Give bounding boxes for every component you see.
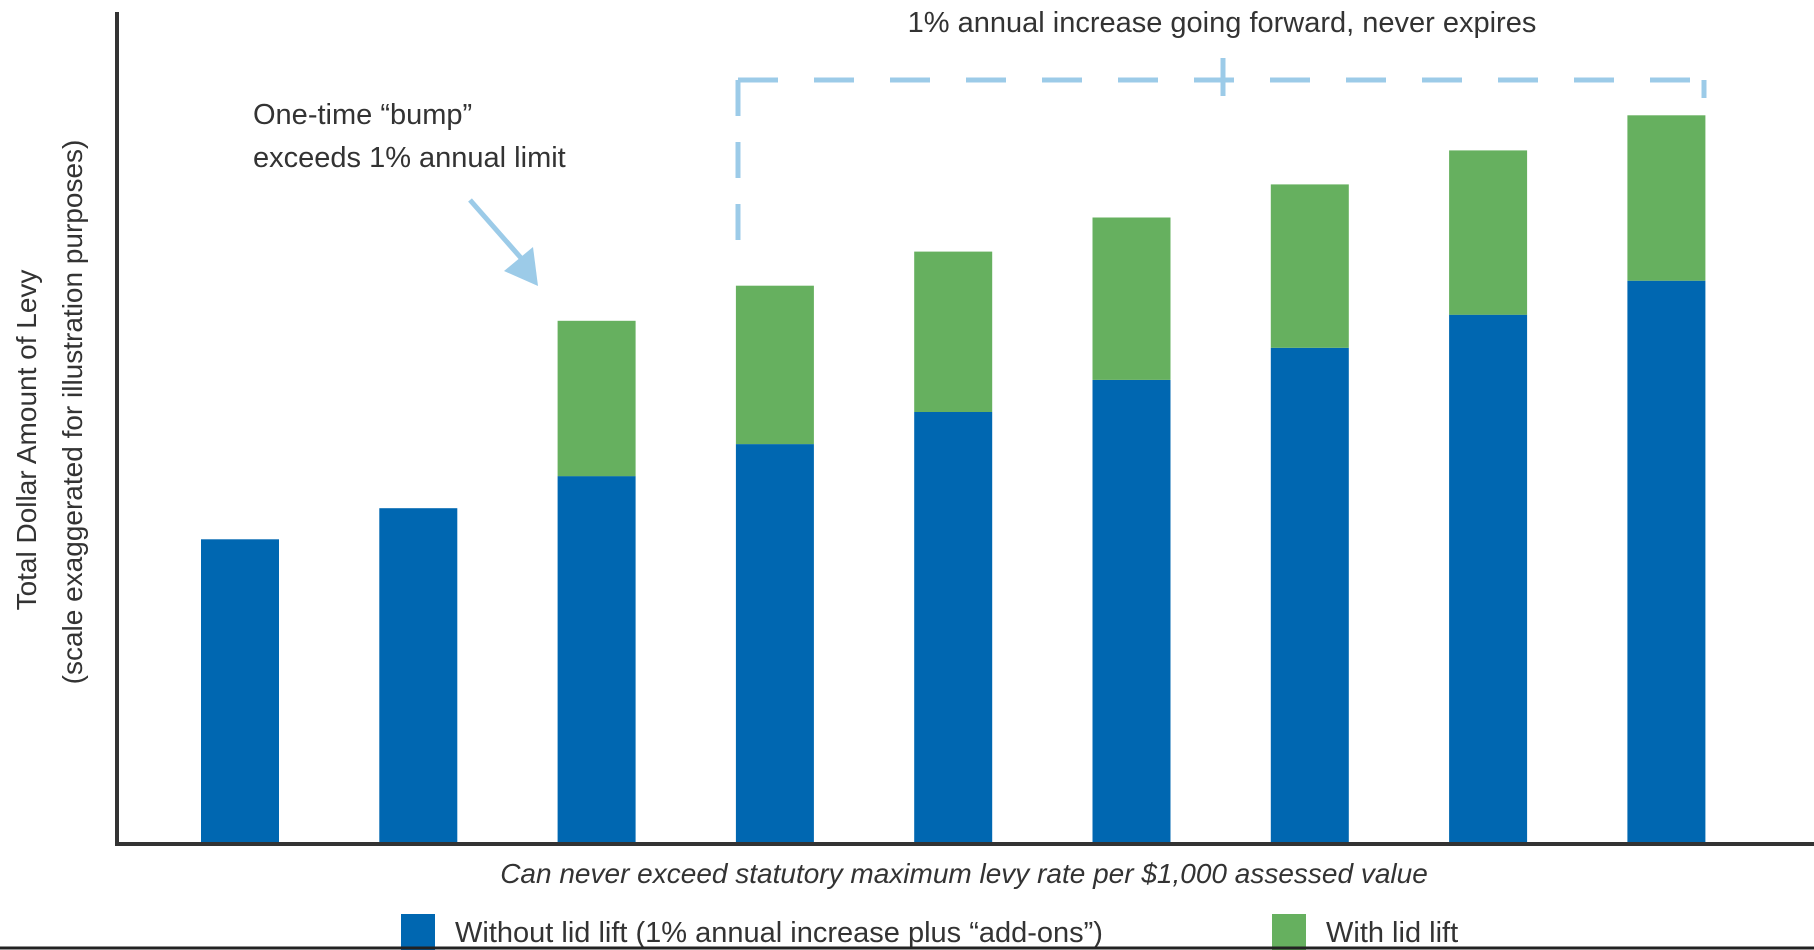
bar-without-lid-lift-8 [1449,314,1528,842]
bar-without-lid-lift-5 [914,412,993,842]
x-axis-label: Can never exceed statutory maximum levy … [500,858,1428,889]
legend: Without lid lift (1% annual increase plu… [401,914,1458,950]
bracket-annotation: 1% annual increase going forward, never … [908,7,1537,39]
bump-annotation-line2: exceeds 1% annual limit [253,142,566,174]
bar-with-lid-lift-8 [1449,150,1528,315]
legend-swatch-without-lid-lift [401,914,435,950]
legend-label-without-lid-lift: Without lid lift (1% annual increase plu… [455,917,1103,949]
bump-annotation-line1: One-time “bump” [253,99,472,131]
bump-arrow [468,198,538,286]
bar-with-lid-lift-6 [1092,217,1171,380]
bar-without-lid-lift-6 [1092,379,1171,842]
bar-with-lid-lift-3 [557,320,636,477]
bar-with-lid-lift-4 [735,285,814,445]
bar-without-lid-lift-3 [557,476,636,842]
bar-with-lid-lift-5 [914,251,993,412]
legend-label-with-lid-lift: With lid lift [1326,917,1458,949]
bar-with-lid-lift-9 [1627,115,1706,281]
annotation-bracket [735,58,1707,260]
y-axis-label: Total Dollar Amount of Levy [11,270,42,611]
bar-without-lid-lift-1 [201,539,279,842]
bar-with-lid-lift-7 [1270,184,1349,348]
bar-without-lid-lift-2 [379,508,458,842]
legend-swatch-with-lid-lift [1272,914,1306,950]
bump-arrow-shaft [468,198,523,260]
bar-without-lid-lift-9 [1627,280,1706,842]
y-axis-label-note: (scale exaggerated for illustration purp… [57,140,88,685]
bar-without-lid-lift-4 [735,444,814,842]
bar-without-lid-lift-7 [1270,347,1349,842]
bump-arrow-head [504,247,538,286]
bars-group [201,115,1706,842]
